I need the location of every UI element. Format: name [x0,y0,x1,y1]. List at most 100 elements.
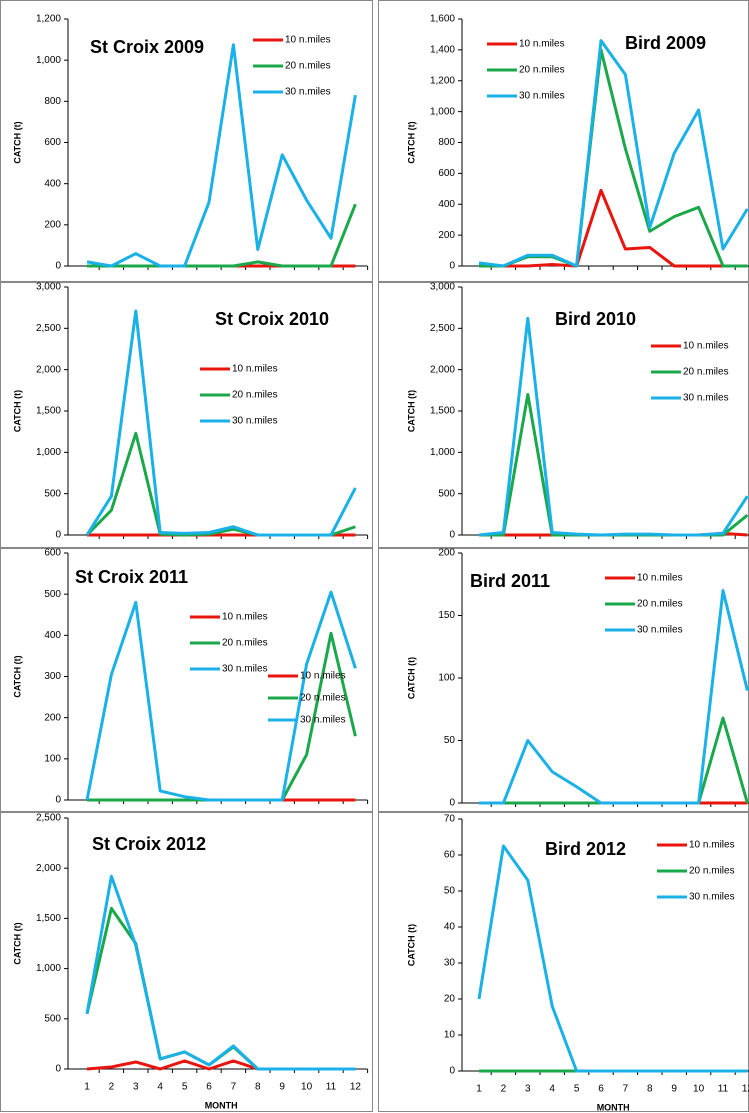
y-tick-label: 2,000 [430,364,455,375]
y-tick-label: 100 [44,753,61,764]
x-tick-label: 1 [476,1084,482,1095]
y-tick-label: 600 [438,168,455,179]
y-axis-label: CATCH (t) [406,390,416,432]
y-axis-label: CATCH (t) [12,922,22,964]
chart-title: Bird 2010 [555,309,636,329]
y-axis-label: CATCH (t) [12,655,22,697]
legend-label: 20 n.miles [300,693,346,704]
x-tick-label: 7 [231,1082,237,1093]
y-tick-label: 1,200 [36,14,61,25]
y-tick-label: 1,500 [36,913,61,924]
y-tick-label: 30 [444,958,456,969]
y-tick-label: 1,400 [430,45,455,56]
legend-label: 20 n.miles [222,638,268,649]
y-tick-label: 600 [44,137,61,148]
panel-border [378,548,749,812]
y-tick-label: 1,000 [430,106,455,117]
y-tick-label: 200 [438,230,455,241]
series-line [85,431,356,537]
y-tick-label: 0 [449,1066,455,1077]
chart-title: Bird 2012 [545,839,626,859]
y-tick-label: 50 [444,886,456,897]
x-tick-label: 6 [206,1082,212,1093]
legend-label: 10 n.miles [637,573,683,584]
legend-label: 10 n.miles [300,671,346,682]
series-line [87,203,357,268]
y-tick-label: 3,000 [36,282,61,293]
y-tick-label: 2,000 [36,364,61,375]
legend-label: 10 n.miles [232,364,278,375]
legend-label: 20 n.miles [285,61,331,72]
y-tick-label: 0 [55,795,61,806]
series-line [478,39,749,268]
y-tick-label: 1,000 [36,55,61,66]
panel-border [0,548,373,812]
y-tick-label: 10 [444,1030,456,1041]
chart-title: St Croix 2010 [215,309,329,329]
chart-title: Bird 2011 [470,571,550,591]
series-line [86,43,357,268]
y-tick-label: 0 [55,1064,61,1075]
y-tick-label: 500 [44,589,61,600]
x-tick-label: 10 [301,1082,313,1093]
y-tick-label: 1,000 [36,963,61,974]
y-tick-label: 0 [449,261,455,272]
series-line [85,590,357,802]
series-line [85,874,356,1071]
legend-label: 30 n.miles [683,393,729,404]
chart-title: St Croix 2011 [75,567,188,587]
x-tick-label: 8 [255,1082,261,1093]
x-tick-label: 2 [109,1082,115,1093]
x-tick-label: 9 [671,1084,677,1095]
y-tick-label: 200 [44,219,61,230]
y-tick-label: 1,600 [430,14,455,25]
legend-label: 20 n.miles [689,866,735,877]
legend-label: 10 n.miles [285,35,331,46]
y-tick-label: 500 [44,488,61,499]
y-tick-label: 2,500 [36,813,61,824]
y-tick-label: 50 [444,735,456,746]
x-tick-label: 11 [718,1084,729,1095]
y-tick-label: 400 [44,178,61,189]
chart-title: Bird 2009 [625,33,706,53]
series-line [85,309,357,537]
legend-label: 10 n.miles [683,341,729,352]
legend-label: 30 n.miles [222,664,268,675]
legend-label: 20 n.miles [637,599,683,610]
y-tick-label: 70 [444,814,456,825]
legend-label: 10 n.miles [519,39,565,50]
series-line [479,188,748,268]
y-tick-label: 600 [44,548,61,559]
y-tick-label: 2,500 [36,323,61,334]
legend-label: 10 n.miles [689,840,735,851]
y-axis-label: CATCH (t) [406,121,416,163]
legend-label: 30 n.miles [637,625,683,636]
y-tick-label: 500 [44,1013,61,1024]
legend-label: 30 n.miles [519,91,565,102]
x-tick-label: 4 [549,1084,555,1095]
x-tick-label: 11 [326,1082,337,1093]
y-tick-label: 800 [44,96,61,107]
y-tick-label: 60 [444,850,456,861]
y-tick-label: 20 [444,994,456,1005]
y-tick-label: 1,000 [430,447,455,458]
x-tick-label: 10 [693,1084,705,1095]
panel-border [0,282,373,548]
legend-label: 10 n.miles [222,612,268,623]
y-tick-label: 500 [438,488,455,499]
x-tick-label: 7 [623,1084,629,1095]
y-tick-label: 0 [449,798,455,809]
x-tick-label: 6 [598,1084,604,1095]
y-tick-label: 150 [438,610,455,621]
y-tick-label: 0 [449,530,455,541]
x-axis-label: MONTH [597,1102,630,1112]
x-tick-label: 12 [350,1082,362,1093]
y-axis-label: CATCH (t) [406,924,416,966]
y-tick-label: 200 [438,548,455,559]
legend-label: 30 n.miles [300,715,346,726]
y-tick-label: 400 [438,199,455,210]
y-tick-label: 100 [438,673,455,684]
y-axis-label: CATCH (t) [406,657,416,699]
series-line [85,906,356,1071]
y-tick-label: 1,200 [430,75,455,86]
